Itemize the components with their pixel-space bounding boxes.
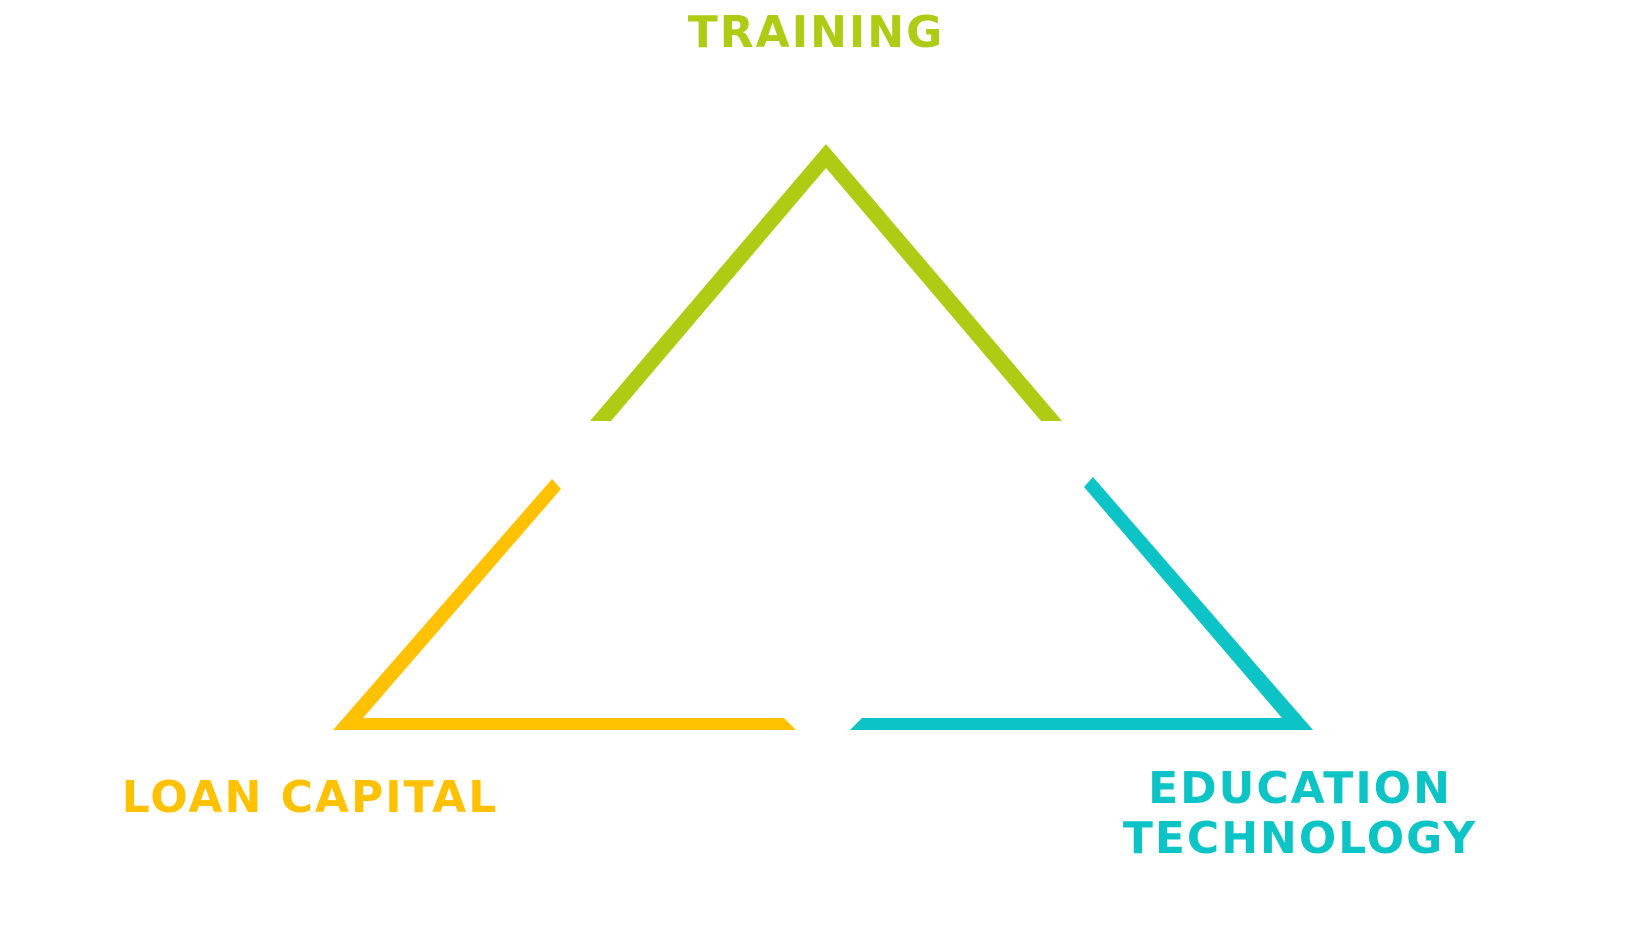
education-technology-label: EDUCATION TECHNOLOGY (1100, 764, 1500, 864)
education-technology-label-line-2: TECHNOLOGY (1122, 813, 1478, 864)
loan-capital-label: LOAN CAPITAL (121, 772, 499, 823)
education-technology-label-line-1: EDUCATION (1148, 763, 1452, 814)
loan-capital-segment (333, 479, 796, 730)
training-segment (590, 144, 1062, 421)
training-label: TRAINING (687, 7, 945, 58)
education-technology-segment (850, 477, 1313, 730)
